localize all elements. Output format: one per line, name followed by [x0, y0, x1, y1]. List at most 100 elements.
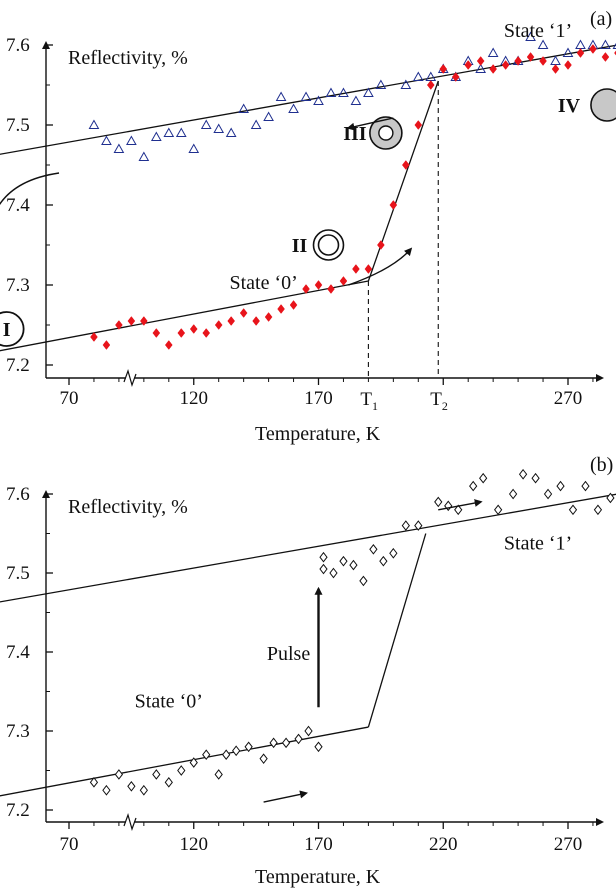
data-point	[508, 488, 518, 500]
data-point	[202, 749, 211, 761]
data-point	[250, 119, 262, 129]
data-point	[263, 111, 274, 121]
state-i-circle	[0, 311, 25, 347]
data-point	[401, 520, 410, 531]
data-point	[369, 543, 378, 555]
data-point	[501, 60, 510, 70]
data-point	[451, 72, 460, 82]
data-point	[304, 725, 313, 737]
data-point	[350, 95, 362, 105]
data-point	[479, 472, 488, 484]
data-point	[379, 555, 388, 567]
data-point	[389, 200, 398, 210]
data-point	[101, 135, 112, 145]
data-point	[127, 780, 136, 792]
state-ii-circle	[312, 229, 345, 261]
data-point	[200, 119, 212, 129]
annotation-label: State ‘1’	[504, 532, 572, 554]
data-point	[288, 103, 299, 113]
data-point	[294, 733, 303, 745]
annotation-label: Pulse	[267, 643, 310, 665]
data-point	[349, 559, 358, 571]
data-marks	[89, 468, 615, 796]
data-point	[551, 64, 560, 74]
data-point	[389, 547, 398, 559]
data-point	[539, 56, 547, 66]
data-point	[568, 504, 578, 516]
data-marks	[88, 31, 616, 350]
data-point	[338, 87, 349, 97]
data-point	[114, 769, 124, 780]
data-point	[525, 31, 536, 41]
y-tick-label: 7.2	[6, 355, 30, 376]
data-point	[269, 737, 278, 749]
data-point	[434, 496, 443, 508]
panel-label: (a)	[590, 8, 612, 30]
cooling-arrow	[346, 117, 394, 131]
y-axis-label: Reflectivity, %	[68, 496, 188, 518]
data-point	[89, 777, 99, 788]
temperature-marker-label: T2	[430, 389, 448, 413]
data-point	[300, 91, 312, 101]
data-point	[152, 328, 161, 338]
data-point	[593, 504, 603, 516]
x-tick-label: 120	[180, 388, 209, 409]
heating-arrow	[438, 499, 483, 511]
data-point	[550, 55, 561, 65]
y-tick-label: 7.5	[6, 563, 30, 584]
data-point	[175, 127, 187, 137]
data-point	[177, 328, 186, 338]
data-point	[562, 47, 574, 57]
data-point	[319, 551, 328, 563]
data-point	[439, 64, 448, 74]
y-tick-label: 7.6	[6, 484, 30, 505]
data-point	[102, 784, 111, 796]
x-tick-label: 270	[554, 388, 583, 409]
y-tick-label: 7.4	[6, 195, 30, 216]
axis-break	[123, 369, 137, 387]
x-tick-label: 70	[60, 834, 79, 855]
data-point	[412, 71, 424, 81]
data-point	[402, 160, 410, 170]
drop-arrow	[0, 172, 60, 206]
data-point	[494, 504, 503, 516]
y-tick-label: 7.6	[6, 35, 30, 56]
hysteresis-loop	[0, 44, 616, 378]
data-point	[259, 753, 268, 764]
data-point	[576, 48, 585, 58]
y-tick-label: 7.4	[6, 642, 30, 663]
data-point	[454, 504, 463, 516]
annotation-label: State ‘0’	[229, 272, 297, 294]
data-point	[152, 769, 161, 780]
data-point	[202, 328, 211, 338]
data-point	[601, 52, 610, 62]
data-point	[526, 52, 535, 62]
data-point	[339, 555, 348, 567]
axes: 7.2 7.3 7.4 7.5 7.6 70 120 170 220 270	[6, 484, 604, 855]
data-point	[281, 737, 291, 749]
data-point	[375, 79, 387, 89]
data-point	[314, 280, 323, 290]
data-point	[606, 492, 615, 504]
data-point	[414, 120, 423, 130]
x-axis-label: Temperature, K	[255, 423, 381, 445]
data-point	[127, 316, 136, 326]
data-point	[140, 316, 148, 326]
x-tick-label: 170	[304, 834, 333, 855]
data-point	[232, 745, 241, 757]
panel-label: (b)	[590, 454, 613, 476]
data-point	[319, 563, 328, 575]
data-point	[150, 131, 162, 141]
x-tick-label: 170	[304, 388, 333, 409]
data-point	[239, 308, 248, 318]
data-point	[163, 127, 175, 137]
panel-b: (b) Reflectivity, % Temperature, K 7.27.…	[0, 454, 616, 888]
annotation-label: State ‘1’	[504, 20, 572, 42]
data-point	[189, 757, 198, 768]
data-point	[414, 520, 423, 531]
data-point	[214, 769, 223, 780]
data-point	[188, 143, 200, 153]
state-iii-inner-circle	[378, 125, 394, 141]
x-tick-label: 120	[180, 834, 209, 855]
